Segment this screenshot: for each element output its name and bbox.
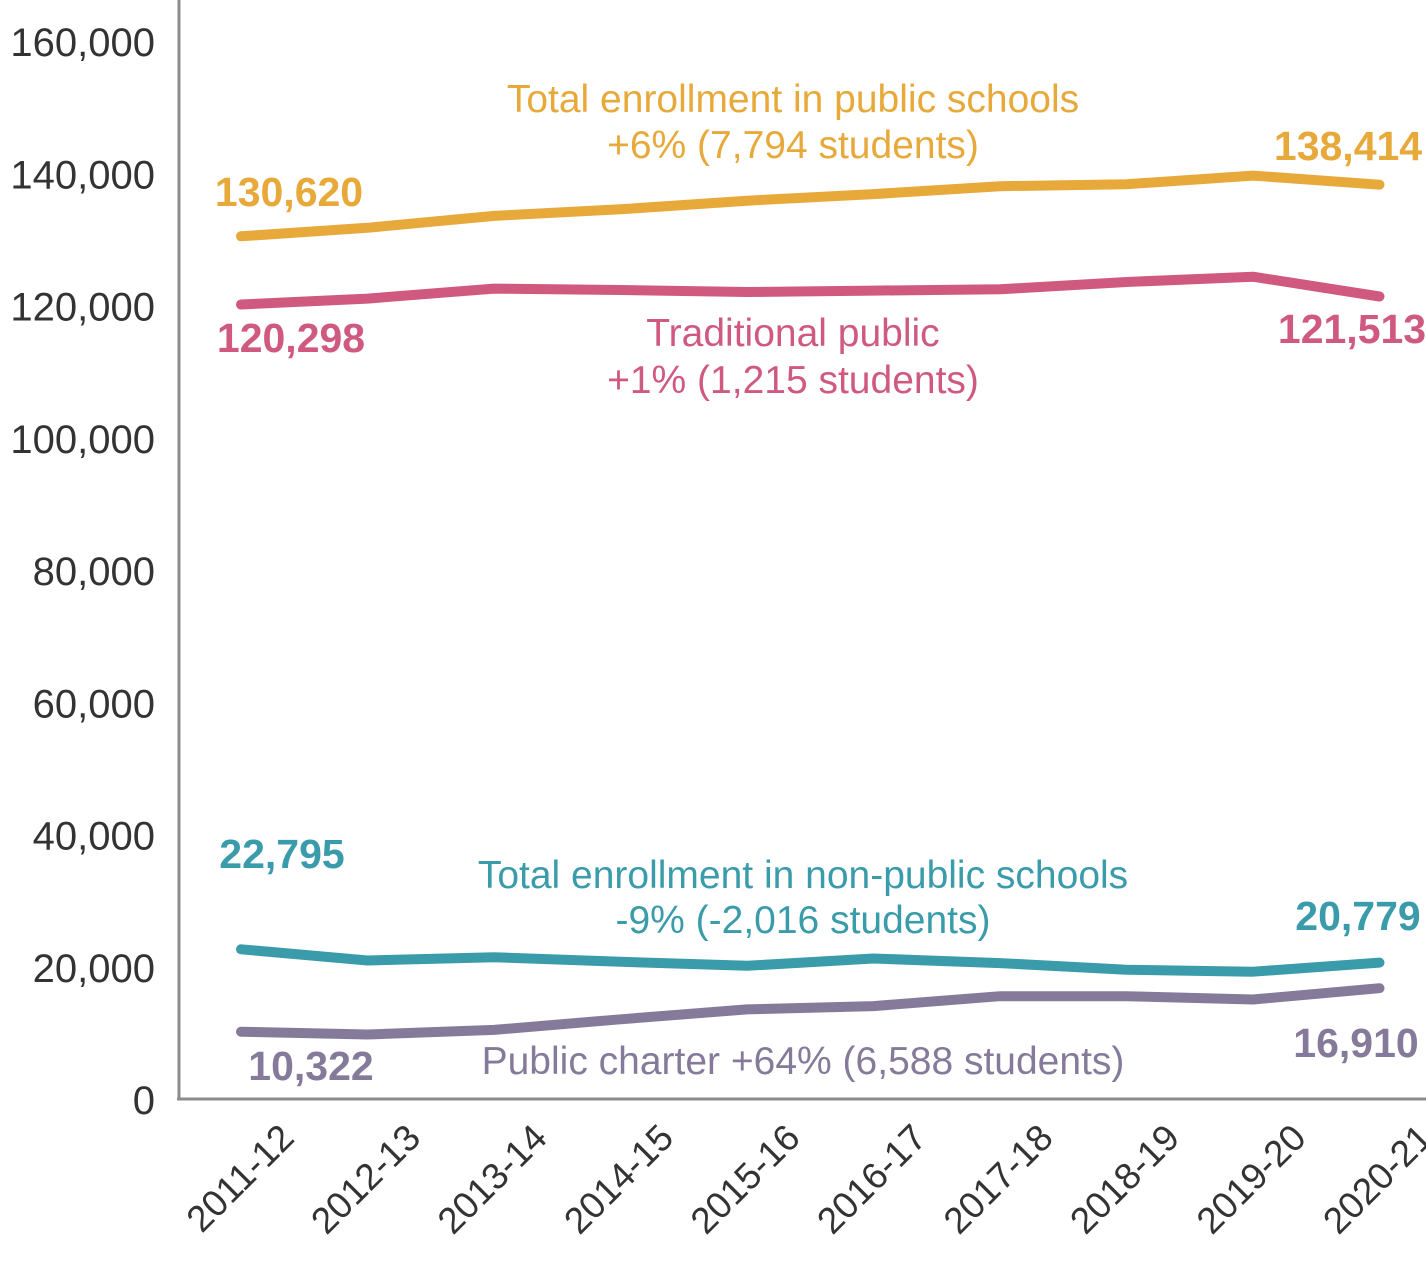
x-tick-label: 2013-14: [430, 1117, 555, 1242]
start-label-charter: 10,322: [248, 1043, 373, 1089]
x-tick-labels: 2011-12 2012-13 2013-14 2014-15 2015-16 2016-…: [179, 1117, 1426, 1242]
annotation-traditional-line1: Traditional public: [646, 312, 939, 355]
y-tick-label: 140,000: [10, 153, 155, 197]
y-tick-label: 60,000: [33, 682, 155, 726]
start-label-total-public: 130,620: [215, 169, 363, 215]
x-tick-label: 2016-17: [809, 1117, 934, 1242]
annotation-total-public-line2: +6% (7,794 students): [607, 124, 979, 167]
start-label-nonpublic: 22,795: [219, 831, 344, 877]
data-labels: 130,620 138,414 120,298 121,513 22,795 2…: [215, 123, 1426, 1089]
series-line-total_public: [236, 170, 1385, 242]
x-tick-label: 2020-21: [1315, 1117, 1426, 1242]
series-line-total_nonpublic: [236, 944, 1385, 977]
y-tick-labels: 0 20,000 40,000 60,000 80,000 100,000 120,000 1…: [10, 21, 155, 1123]
end-label-total-public: 138,414: [1274, 123, 1422, 169]
annotation-total-public-line1: Total enrollment in public schools: [507, 78, 1079, 121]
y-tick-label: 160,000: [10, 21, 155, 65]
y-tick-label: 20,000: [33, 947, 155, 991]
end-label-charter: 16,910: [1293, 1020, 1418, 1066]
x-tick-label: 2012-13: [303, 1117, 428, 1242]
x-tick-label: 2015-16: [683, 1117, 808, 1242]
y-tick-label: 100,000: [10, 418, 155, 462]
end-label-traditional: 121,513: [1278, 306, 1426, 352]
series-annotations: Total enrollment in public schools +6% (…: [478, 78, 1128, 1083]
y-tick-label: 40,000: [33, 815, 155, 859]
axes: [177, 0, 1426, 1101]
end-label-nonpublic: 20,779: [1295, 893, 1420, 939]
y-tick-label: 80,000: [33, 550, 155, 594]
annotation-nonpublic-line1: Total enrollment in non-public schools: [478, 854, 1128, 897]
annotation-traditional-line2: +1% (1,215 students): [607, 359, 979, 402]
series-line-public_charter: [236, 983, 1385, 1040]
x-tick-label: 2018-19: [1062, 1117, 1187, 1242]
annotation-charter: Public charter +64% (6,588 students): [482, 1040, 1125, 1083]
y-tick-label: 120,000: [10, 286, 155, 330]
x-tick-label: 2019-20: [1189, 1117, 1314, 1242]
x-tick-label: 2017-18: [936, 1117, 1061, 1242]
series-line-traditional_public: [236, 271, 1385, 310]
start-label-traditional: 120,298: [217, 315, 365, 361]
series-lines: [236, 170, 1385, 1040]
x-tick-label: 2014-15: [556, 1117, 681, 1242]
y-tick-label: 0: [133, 1079, 155, 1123]
annotation-nonpublic-line2: -9% (-2,016 students): [615, 899, 990, 942]
x-tick-label: 2011-12: [179, 1117, 302, 1240]
